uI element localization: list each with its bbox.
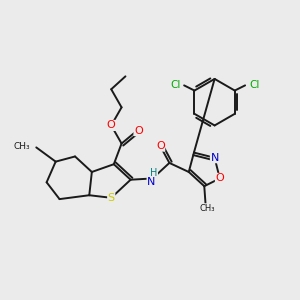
Text: Cl: Cl	[170, 80, 180, 90]
Text: N: N	[147, 177, 155, 187]
Text: H: H	[150, 168, 158, 178]
Text: N: N	[210, 153, 219, 163]
Text: O: O	[156, 141, 165, 151]
Text: Cl: Cl	[249, 80, 259, 90]
Text: O: O	[134, 126, 143, 136]
Text: S: S	[108, 193, 115, 203]
Text: O: O	[215, 173, 224, 183]
Text: CH₃: CH₃	[199, 204, 214, 213]
Text: CH₃: CH₃	[13, 142, 30, 151]
Text: O: O	[107, 120, 116, 130]
